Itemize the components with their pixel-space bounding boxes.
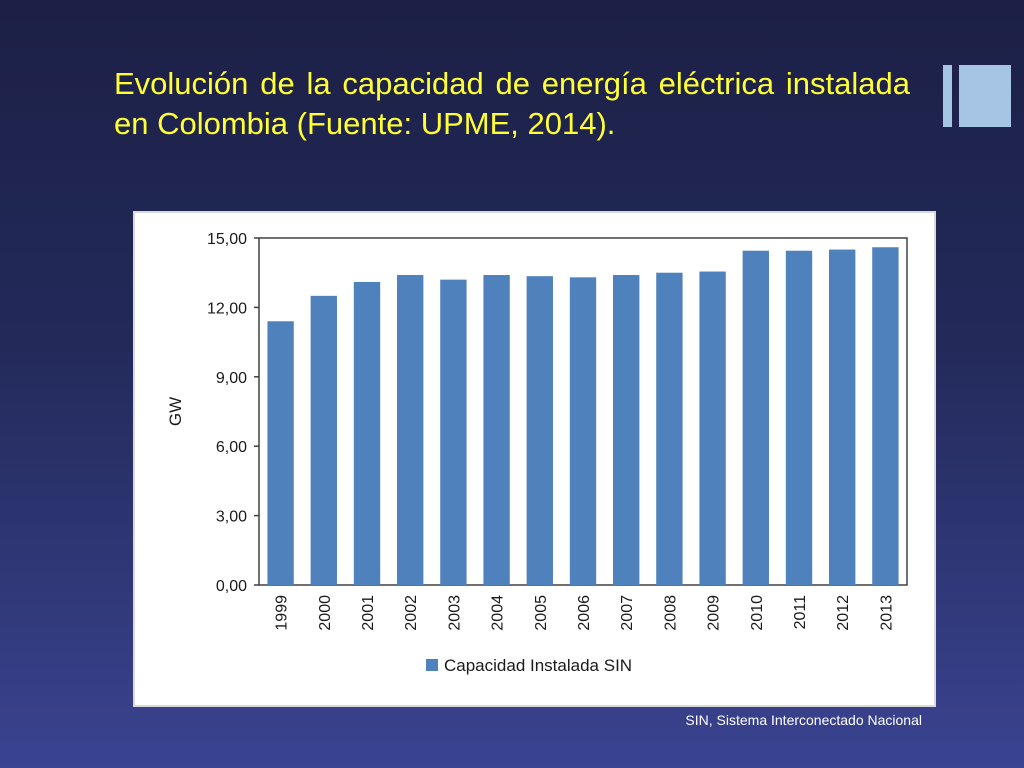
legend-swatch xyxy=(426,659,438,671)
legend-label: Capacidad Instalada SIN xyxy=(444,656,632,675)
decorative-bar-right xyxy=(959,65,1011,127)
slide-title: Evolución de la capacidad de energía elé… xyxy=(114,66,910,141)
x-tick-label: 2013 xyxy=(878,595,895,631)
x-tick-label: 2006 xyxy=(576,595,593,631)
footnote: SIN, Sistema Interconectado Nacional xyxy=(685,712,922,728)
x-tick-label: 2005 xyxy=(533,595,550,631)
bar-chart: 0,00 3,00 6,00 9,00 12,00 15,00 GW 1999 2000 2001… xyxy=(166,231,908,675)
x-tick-label: 2008 xyxy=(662,595,679,631)
bar xyxy=(397,275,424,585)
x-tick-label: 2010 xyxy=(749,595,766,631)
bar xyxy=(785,250,813,585)
decorative-bar-left xyxy=(943,65,952,127)
y-axis-title: GW xyxy=(166,397,185,426)
y-tick-label: 6,00 xyxy=(216,439,247,456)
x-tick-label: 2007 xyxy=(619,595,636,631)
bar xyxy=(569,277,597,585)
x-tick-label: 2004 xyxy=(490,595,507,631)
chart-frame: 0,00 3,00 6,00 9,00 12,00 15,00 GW 1999 2000 2001… xyxy=(133,211,936,707)
x-tick-label: 2001 xyxy=(360,595,377,631)
bar xyxy=(699,271,726,585)
bar xyxy=(872,247,899,585)
bar xyxy=(440,279,467,585)
y-tick-label: 15,00 xyxy=(207,231,247,248)
bar xyxy=(829,249,856,586)
x-tick-label: 1999 xyxy=(274,595,291,631)
bar xyxy=(483,275,510,585)
x-tick-label: 2003 xyxy=(446,595,463,631)
x-tick-label: 2009 xyxy=(706,595,723,631)
bar xyxy=(526,276,553,585)
bar xyxy=(742,250,769,585)
bar xyxy=(613,275,640,585)
x-tick-label: 2000 xyxy=(317,595,334,631)
y-tick-label: 0,00 xyxy=(216,578,247,595)
bar xyxy=(310,295,337,585)
x-tick-label: 2002 xyxy=(403,595,420,631)
bar xyxy=(353,281,381,585)
bar xyxy=(656,272,683,585)
y-tick-label: 12,00 xyxy=(207,300,247,317)
bar xyxy=(267,321,294,585)
y-tick-label: 9,00 xyxy=(216,370,247,387)
x-tick-label: 2012 xyxy=(835,595,852,631)
y-tick-label: 3,00 xyxy=(216,509,247,526)
x-tick-label: 2011 xyxy=(792,595,809,630)
